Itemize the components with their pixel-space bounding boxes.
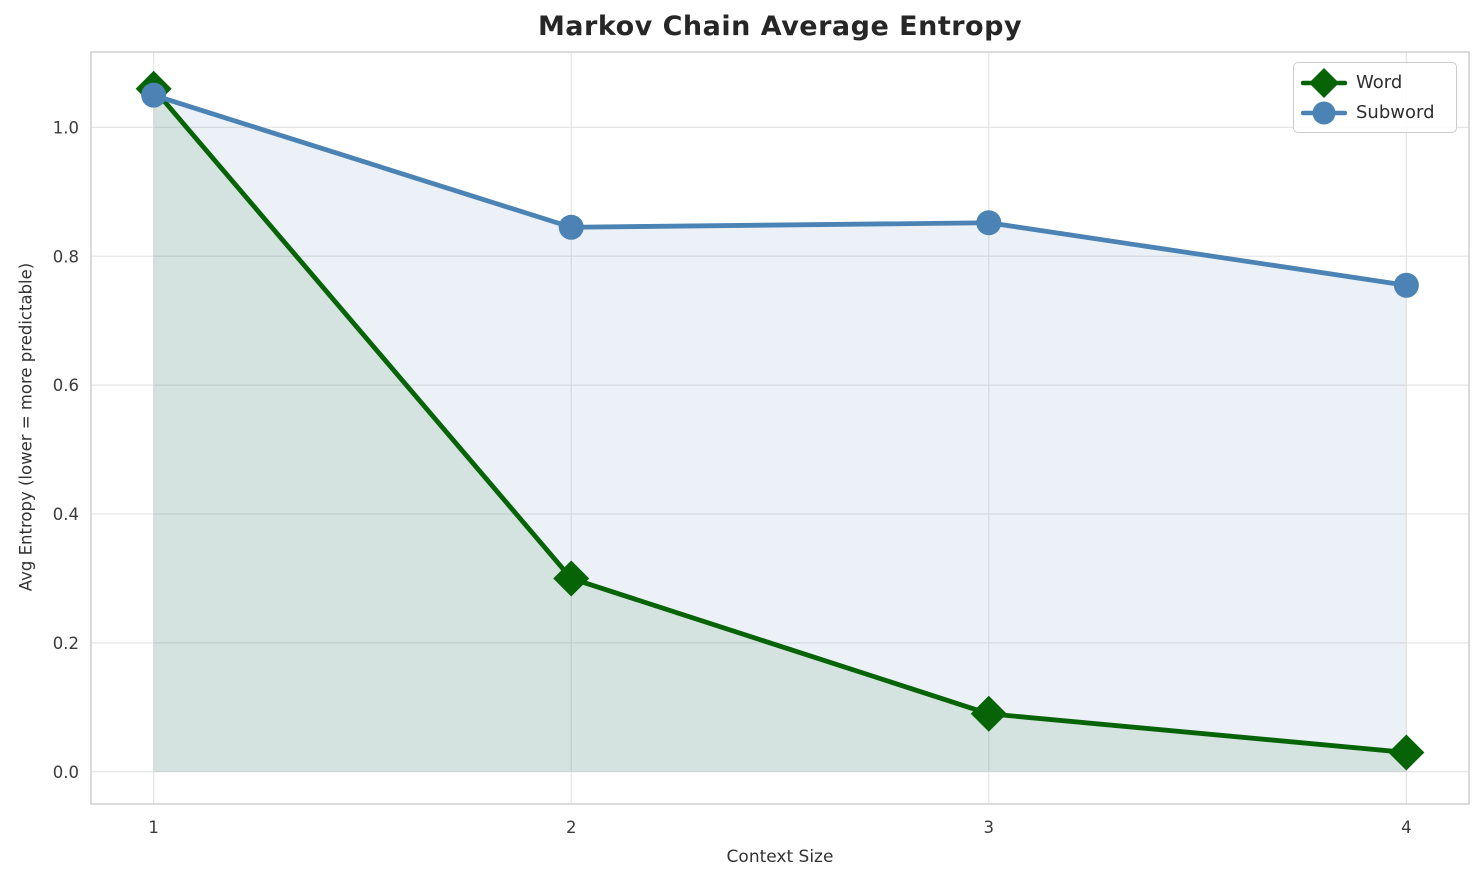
y-tick-label: 0.0 (53, 763, 79, 782)
word-data-point (1388, 734, 1425, 771)
y-axis-label: Avg Entropy (lower = more predictable) (16, 262, 36, 592)
x-tick-label: 4 (1401, 818, 1412, 837)
x-tick-label: 1 (148, 818, 159, 837)
legend-label: Subword (1356, 102, 1435, 123)
subword-series (141, 82, 1419, 298)
plot-frame (90, 51, 1470, 805)
y-tick-label: 0.6 (53, 376, 79, 395)
y-tick-label: 0.4 (53, 505, 79, 524)
word-data-point (553, 560, 590, 597)
y-tick-label: 1.0 (53, 118, 79, 137)
word-data-point (970, 695, 1007, 732)
word-legend-marker (1301, 67, 1347, 98)
legend-item-subword: Subword (1301, 98, 1450, 127)
x-axis-label: Context Size (726, 847, 834, 867)
word-line (151, 86, 1409, 755)
subword-legend-marker (1301, 101, 1347, 124)
subword-data-point (558, 214, 584, 240)
subword-data-point (141, 82, 167, 108)
x-tick-label: 2 (566, 818, 577, 837)
subword-area-fill (153, 95, 1407, 772)
legend-item-word: Word (1301, 67, 1450, 98)
y-tick-label: 0.8 (53, 247, 79, 266)
legend: Word Subword (1293, 62, 1457, 133)
word-area-fill (153, 88, 1407, 772)
y-tick-label: 0.2 (53, 634, 79, 653)
chart-title: Markov Chain Average Entropy (537, 11, 1023, 42)
tick-labels: 0.0 0.2 0.4 0.6 0.8 1.0 1 2 3 4 (53, 118, 1412, 837)
subword-data-point (976, 210, 1002, 236)
x-tick-label: 3 (984, 818, 995, 837)
legend-label: Word (1356, 72, 1403, 93)
subword-data-point (1393, 272, 1419, 298)
subword-line (151, 92, 1409, 288)
gridlines (91, 52, 1469, 804)
